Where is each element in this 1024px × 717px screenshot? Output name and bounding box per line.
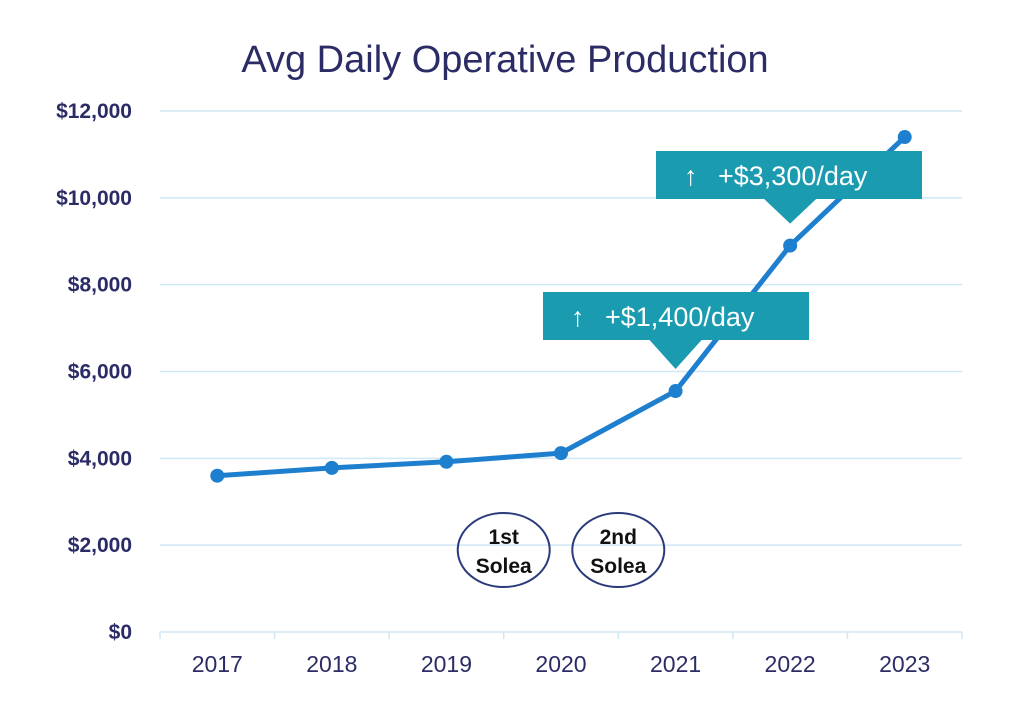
- solea-marker: 2nd Solea: [571, 512, 666, 589]
- x-tick-label: 2017: [192, 651, 243, 677]
- x-tick-label: 2019: [421, 651, 472, 677]
- up-arrow-icon: ↑: [571, 302, 585, 332]
- x-axis-tick-labels: 2017 2018 2019 2020 2021 2022 2023: [192, 651, 931, 677]
- solea-marker-label: 2nd: [600, 526, 637, 549]
- x-tick-label: 2022: [765, 651, 816, 677]
- x-tick-label: 2020: [535, 651, 586, 677]
- data-point: [897, 130, 912, 145]
- callout-label: +$3,300/day: [718, 161, 868, 191]
- solea-marker-ellipse: [571, 512, 666, 589]
- y-tick-label: $2,000: [68, 534, 132, 557]
- callout-label: +$1,400/day: [605, 302, 755, 332]
- increase-callout: ↑ +$1,400/day: [543, 292, 809, 370]
- data-point: [439, 454, 454, 469]
- gridlines: [160, 110, 962, 546]
- callout-pointer: [649, 340, 702, 370]
- callout-box: [543, 292, 809, 340]
- x-axis: [159, 631, 963, 639]
- y-tick-label: $8,000: [68, 274, 132, 297]
- solea-marker-label: Solea: [590, 555, 646, 578]
- y-tick-label: $12,000: [56, 100, 132, 123]
- solea-marker-ellipse: [456, 512, 551, 589]
- chart-title: Avg Daily Operative Production: [241, 39, 768, 81]
- y-tick-label: $6,000: [68, 361, 132, 384]
- x-tick-label: 2018: [306, 651, 357, 677]
- series-line-group: [210, 130, 912, 483]
- callout-box: [656, 151, 922, 199]
- data-point: [210, 468, 225, 483]
- solea-marker: 1st Solea: [456, 512, 551, 589]
- y-tick-label: $10,000: [56, 187, 132, 210]
- data-point: [783, 238, 798, 253]
- data-point: [324, 460, 339, 475]
- data-point: [668, 384, 683, 399]
- solea-marker-label: 1st: [489, 526, 519, 549]
- event-markers: 1st Solea 2nd Solea: [456, 512, 666, 589]
- increase-callouts: ↑ +$1,400/day ↑ +$3,300/day: [543, 151, 922, 370]
- increase-callout: ↑ +$3,300/day: [656, 151, 922, 224]
- y-tick-label: $0: [109, 621, 132, 644]
- solea-marker-label: Solea: [476, 555, 532, 578]
- callout-pointer: [764, 199, 817, 224]
- up-arrow-icon: ↑: [684, 161, 698, 191]
- y-axis-tick-labels: $0 $2,000 $4,000 $6,000 $8,000 $10,000 $12,000: [56, 100, 132, 644]
- x-tick-label: 2023: [879, 651, 930, 677]
- data-point: [554, 446, 568, 461]
- y-tick-label: $4,000: [68, 447, 132, 470]
- x-tick-label: 2021: [650, 651, 701, 677]
